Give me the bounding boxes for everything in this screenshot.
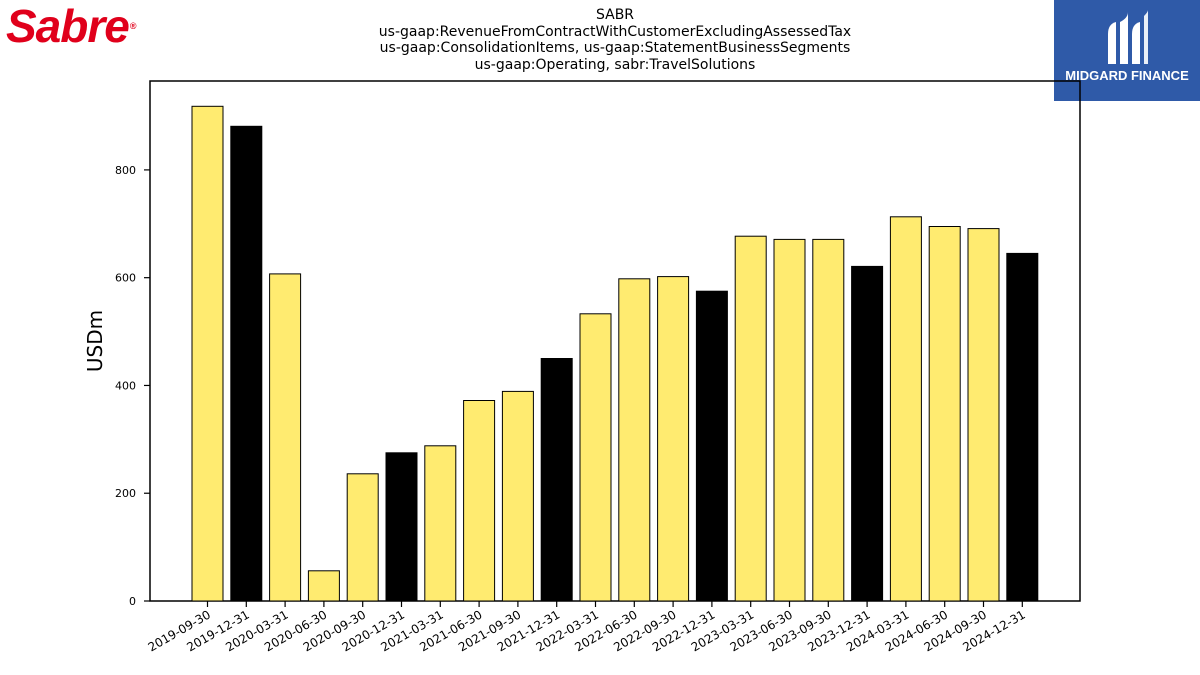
y-tick-label: 600 [115, 272, 136, 285]
title-line-axes: us-gaap:ConsolidationItems, us-gaap:Stat… [379, 40, 851, 56]
bar-2024-09-30 [967, 228, 1000, 602]
bar-2024-03-31 [889, 216, 922, 602]
bar-2021-09-30 [501, 390, 534, 602]
y-axis-label: USDm [83, 310, 107, 372]
bar-2023-03-31 [734, 235, 767, 602]
title-line-members: us-gaap:Operating, sabr:TravelSolutions [474, 56, 756, 73]
badge-text: MIDGARD FINANCE [1065, 68, 1189, 83]
bar-2022-06-30 [618, 278, 651, 602]
bar-2020-12-31 [385, 452, 418, 602]
bar-2023-06-30 [773, 238, 806, 602]
y-tick-label: 800 [115, 164, 136, 177]
bar-2021-12-31 [540, 358, 573, 602]
bar-2020-03-31 [269, 273, 302, 602]
bar-2021-06-30 [463, 400, 496, 602]
bar-2019-09-30 [191, 105, 224, 602]
midgard-finance-badge: MIDGARD FINANCE [1054, 0, 1200, 101]
bar-2022-12-31 [695, 290, 728, 602]
sabre-logo: Sabre® [6, 0, 136, 52]
y-tick-label: 200 [115, 487, 136, 500]
y-tick-label: 400 [115, 379, 136, 392]
bar-2020-06-30 [307, 570, 340, 602]
bar-2024-06-30 [928, 226, 961, 602]
bar-2022-03-31 [579, 313, 612, 602]
midgard-logo-icon [1108, 10, 1148, 64]
chart-title: SABR us-gaap:RevenueFromContractWithCust… [240, 7, 990, 73]
bar-2020-09-30 [346, 473, 379, 602]
bar-2023-09-30 [812, 238, 845, 602]
plot-frame [149, 80, 1081, 602]
bar-2024-12-31 [1006, 252, 1039, 602]
title-line-concept: us-gaap:RevenueFromContractWithCustomerE… [378, 23, 852, 40]
bar-2022-09-30 [657, 276, 690, 602]
title-line-ticker: SABR [595, 7, 635, 23]
y-tick-label: 0 [129, 595, 136, 608]
bar-2023-12-31 [851, 265, 884, 602]
bar-2021-03-31 [424, 445, 457, 602]
bar-2019-12-31 [230, 125, 263, 602]
